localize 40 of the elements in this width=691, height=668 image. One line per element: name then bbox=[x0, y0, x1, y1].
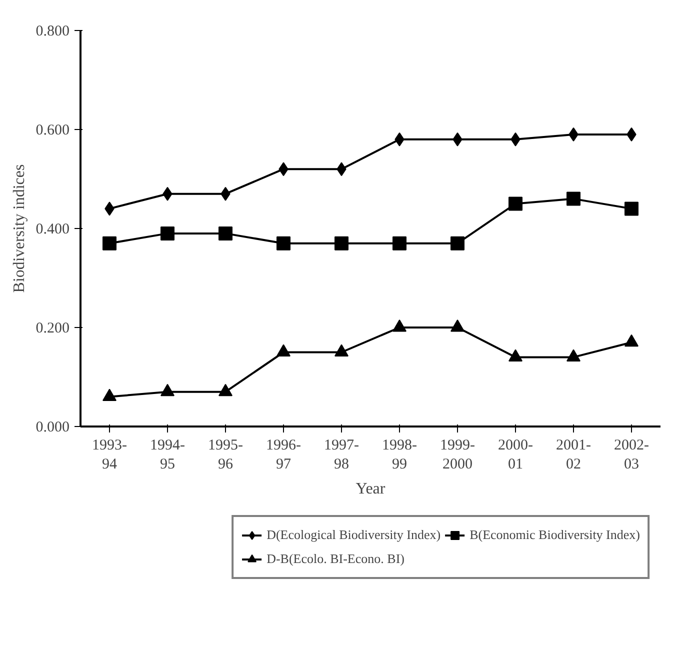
x-tick-label: 1994- 95 bbox=[150, 438, 185, 473]
point bbox=[102, 388, 116, 402]
point bbox=[624, 334, 638, 347]
point bbox=[566, 349, 580, 362]
point bbox=[218, 384, 232, 396]
point bbox=[334, 236, 348, 250]
y-tick-label: 0.200 bbox=[36, 320, 70, 336]
point bbox=[392, 236, 406, 250]
point bbox=[160, 384, 174, 396]
x-axis-title: Year bbox=[356, 480, 386, 498]
point bbox=[160, 226, 174, 240]
point bbox=[508, 349, 522, 362]
x-tick-label: 1999- 2000 bbox=[440, 438, 475, 473]
x-tick-label: 1997- 98 bbox=[324, 438, 359, 473]
point bbox=[276, 344, 290, 357]
y-tick-label: 0.000 bbox=[36, 420, 70, 436]
point bbox=[624, 202, 638, 216]
point bbox=[450, 319, 464, 332]
point bbox=[450, 236, 464, 250]
x-tick-label: 2002- 03 bbox=[614, 438, 649, 473]
x-tick-label: 2001- 02 bbox=[556, 438, 591, 473]
y-axis-title: Biodiversity indices bbox=[10, 164, 28, 293]
x-tick-label: 2000- 01 bbox=[498, 438, 533, 473]
point bbox=[102, 236, 116, 250]
y-tick-label: 0.400 bbox=[36, 222, 70, 238]
point bbox=[392, 319, 406, 332]
point bbox=[334, 344, 348, 357]
x-tick-label: 1993- 94 bbox=[92, 438, 127, 473]
x-tick-label: 1995- 96 bbox=[208, 438, 243, 473]
point bbox=[276, 236, 290, 250]
y-tick-label: 0.800 bbox=[36, 24, 70, 40]
y-tick-label: 0.600 bbox=[36, 122, 70, 138]
legend-label: D-B(Ecolo. BI-Econo. BI) bbox=[266, 551, 404, 567]
point bbox=[508, 196, 522, 211]
legend-label: B(Economic Biodiversity Index) bbox=[470, 527, 640, 543]
legend-label: D(Ecological Biodiversity Index) bbox=[266, 527, 441, 543]
point bbox=[218, 226, 232, 240]
x-tick-label: 1998- 99 bbox=[382, 438, 417, 473]
point bbox=[566, 192, 580, 206]
x-tick-label: 1996- 97 bbox=[266, 438, 301, 473]
